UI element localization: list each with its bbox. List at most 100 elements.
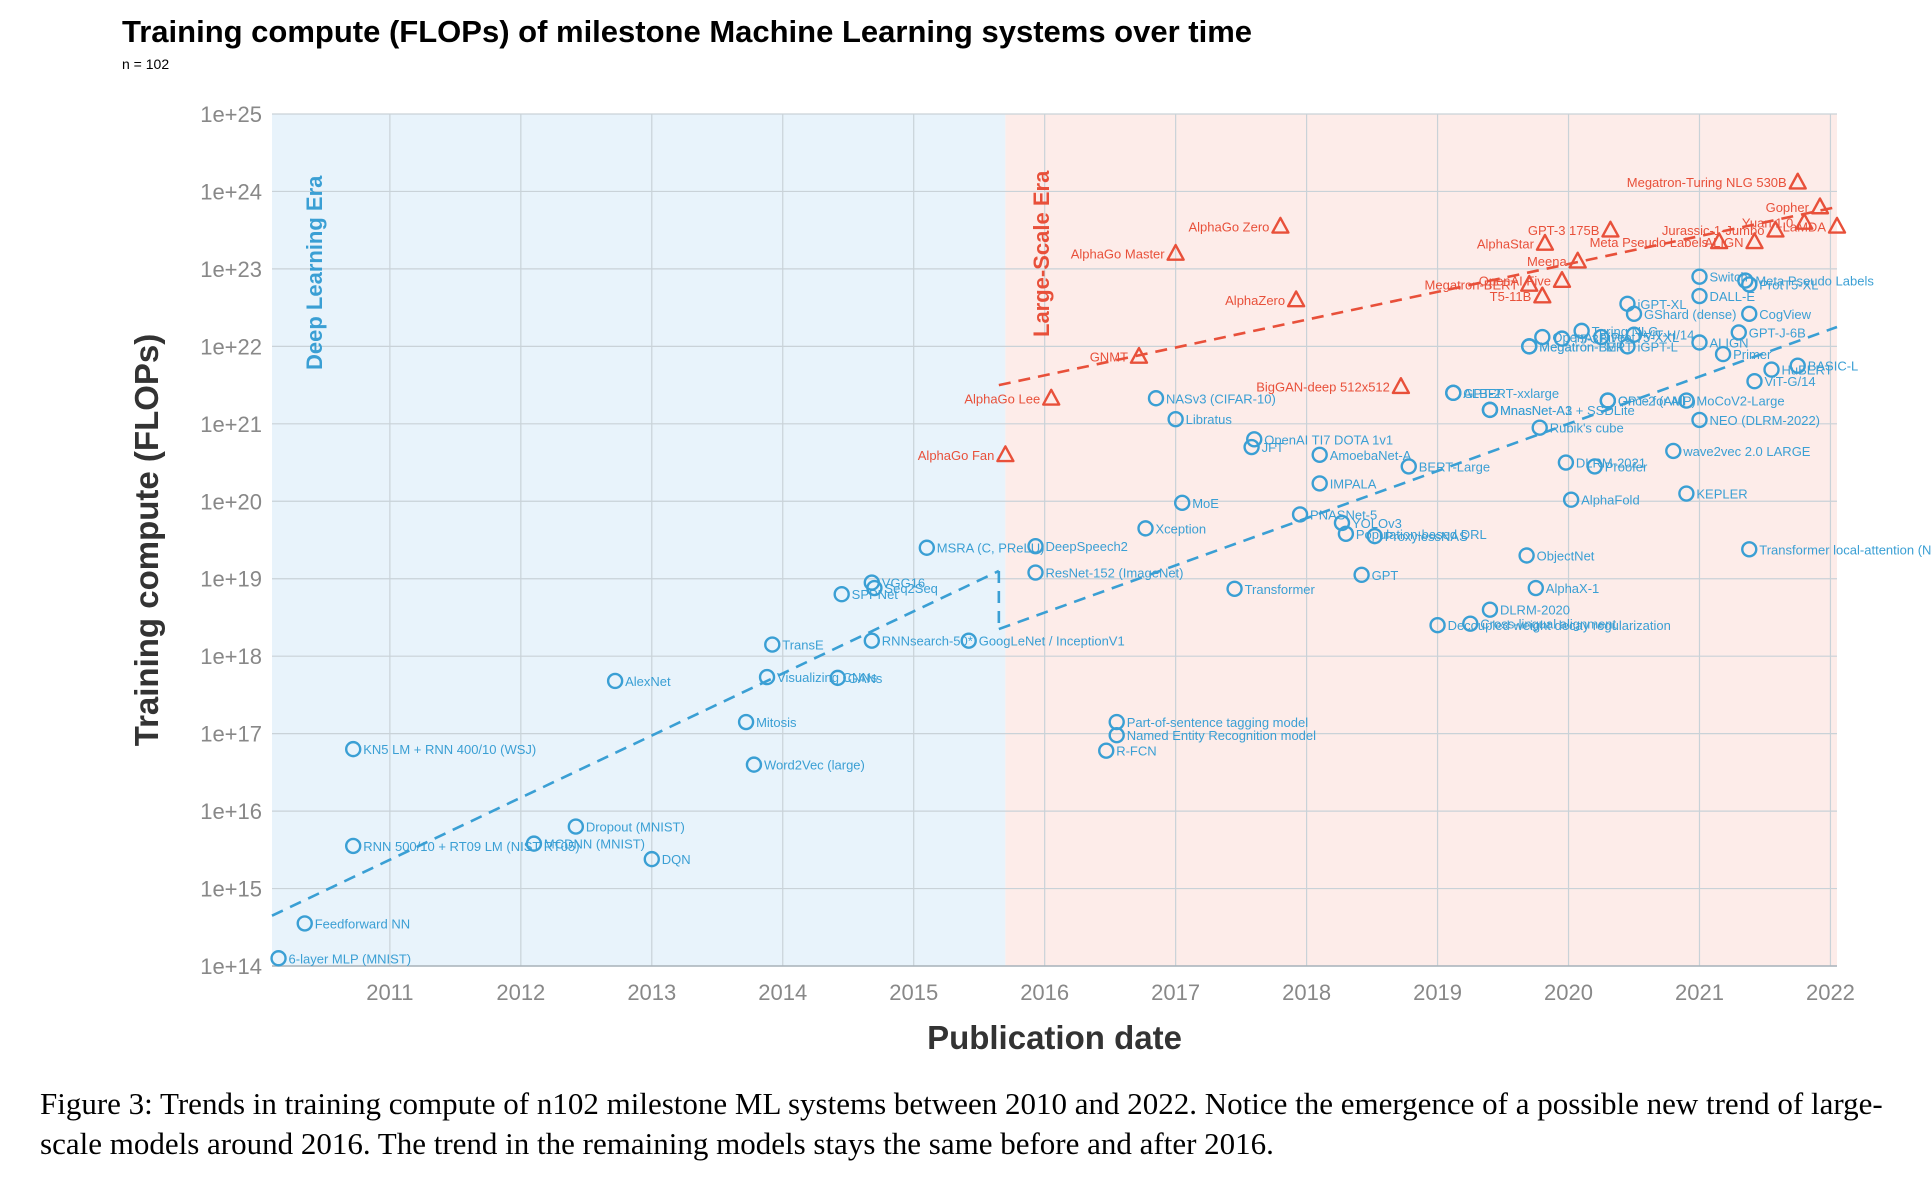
data-point-triangle (1795, 212, 1814, 230)
data-point-circle (764, 636, 781, 653)
data-point-circle (1518, 547, 1535, 564)
data-point-label: LaMDA (1783, 219, 1827, 234)
data-point-triangle (1286, 290, 1306, 308)
data-point-circle (918, 539, 936, 556)
data-point-circle (1147, 390, 1165, 407)
data-point-circle (1226, 580, 1243, 597)
caption-label: Figure 3: (40, 1086, 153, 1121)
data-point-circle (643, 850, 660, 868)
data-point-circle (1553, 330, 1571, 347)
data-point-label: wave2vec 2.0 LARGE (1682, 444, 1811, 459)
data-point-circle (1625, 305, 1643, 323)
x-tick-label: 2013 (627, 980, 676, 1005)
data-point-label: AlphaGo Fan (918, 448, 995, 463)
data-point-circle (1789, 357, 1806, 374)
data-point-circle (1691, 287, 1708, 305)
data-point-label: ProtT5-XXL (1611, 330, 1679, 345)
trend-line-deep-learning-trend (271, 569, 1000, 917)
data-point-label: GPT-2 (AMP) (1618, 394, 1696, 409)
data-point-triangle (1533, 286, 1552, 304)
data-point-circle (1527, 579, 1544, 597)
data-point-label: 6-layer MLP (MNIST) (289, 951, 412, 966)
data-point-triangle (1129, 346, 1149, 364)
data-point-label: GPT (1372, 568, 1399, 583)
data-point-label: ObjectNet (1537, 548, 1595, 563)
data-point-circle (1173, 494, 1191, 512)
data-point-circle (1746, 373, 1763, 390)
y-axis-title: Training compute (FLOPs) (128, 334, 165, 747)
data-point-circle (1586, 458, 1603, 475)
data-point-label: ALIGN (1709, 335, 1748, 350)
data-point-circle (1562, 491, 1580, 508)
y-tick-label: 1e+25 (200, 102, 262, 127)
figure-caption: Figure 3: Trends in training compute of … (40, 1084, 1920, 1164)
era-background-large-scale (1005, 114, 1837, 966)
data-point-circle (866, 579, 883, 597)
y-tick-label: 1e+24 (200, 179, 262, 204)
y-tick-label: 1e+18 (200, 644, 262, 669)
data-point-label: Transformer (1245, 582, 1316, 597)
data-point-label: AlphaX-1 (1546, 581, 1599, 596)
data-point-circle (1691, 411, 1708, 429)
data-point-label: R-FCN (1116, 744, 1156, 759)
data-point-circle (1557, 454, 1575, 471)
data-point-circle (1741, 276, 1758, 293)
data-point-label: BERT-Large (1419, 459, 1490, 474)
data-point-label: MnasNet-A1 + SSDLite (1500, 403, 1635, 418)
data-point-label: ViT-H/14 (1644, 328, 1694, 343)
data-point-circle (1741, 305, 1758, 323)
data-point-label: VGG16 (882, 576, 925, 591)
data-point-circle (1593, 328, 1610, 346)
data-point-label: MCDNN (MNIST) (544, 837, 645, 852)
data-point-label: AlphaGo Lee (964, 391, 1040, 406)
data-point-label: ALIGN (1704, 235, 1743, 250)
data-point-circle (1665, 442, 1682, 460)
data-point-label: Meta Pseudo Labels (1755, 274, 1874, 289)
data-point-circle (344, 837, 362, 855)
data-point-label: ViT-G/14 (1764, 374, 1815, 389)
data-point-circle (1730, 324, 1747, 341)
data-point-label: iGPT-L (1637, 339, 1677, 354)
data-point-circle (344, 740, 362, 758)
y-tick-label: 1e+14 (200, 954, 262, 979)
data-point-label: AlphaGo Master (1071, 246, 1166, 261)
data-point-circle (1337, 525, 1355, 543)
era-background-deep-learning (272, 114, 1006, 966)
data-point-circle (1737, 272, 1754, 289)
data-point-circle (1619, 338, 1636, 355)
data-point-label: IMPALA (1330, 476, 1377, 491)
data-point-label: AlexNet (625, 674, 671, 689)
data-point-circle (1573, 322, 1590, 340)
x-tick-label: 2017 (1151, 980, 1200, 1005)
data-point-label: NEO (DLRM-2022) (1709, 413, 1820, 428)
data-point-triangle (1520, 274, 1539, 292)
data-point-triangle (1810, 197, 1830, 215)
caption-text: Trends in training compute of n102 miles… (40, 1086, 1883, 1161)
data-point-label: DALL-E (1709, 289, 1755, 304)
data-point-label: Meta Pseudo Labels (1590, 235, 1709, 250)
era-label-deep-learning: Deep Learning Era (302, 175, 327, 370)
data-point-label: GPT-3 175B (1528, 223, 1600, 238)
data-point-label: Libratus (1186, 412, 1233, 427)
data-point-label: KEPLER (1696, 487, 1747, 502)
y-tick-label: 1e+17 (200, 722, 262, 747)
data-point-circle (1291, 506, 1309, 523)
data-point-triangle (996, 445, 1015, 463)
data-point-label: Rubik's cube (1550, 421, 1624, 436)
data-point-label: GNMT (1090, 349, 1128, 364)
data-point-circle (1353, 566, 1370, 584)
data-point-circle (1599, 392, 1617, 409)
data-point-label: Meena (1527, 254, 1568, 269)
data-point-label: DLRM-2020 (1500, 603, 1570, 618)
scatter-plot: 1e+14 1e+15 1e+16 1e+17 1e+18 1e+19 1e+20 1e+21… (128, 102, 1932, 1056)
data-point-circle (1243, 438, 1260, 456)
data-point-label: AlphaFold (1581, 493, 1640, 508)
data-point-triangle (1271, 216, 1290, 234)
data-point-label: Mitosis (756, 715, 797, 730)
era-label-large-scale: Large-Scale Era (1029, 170, 1054, 337)
data-point-label: NASv3 (CIFAR-10) (1166, 391, 1276, 406)
data-point-triangle (1827, 216, 1847, 234)
data-point-label: RNNsearch-50* (882, 634, 973, 649)
data-point-label: Xception (1156, 521, 1207, 536)
data-point-circle (737, 713, 755, 731)
